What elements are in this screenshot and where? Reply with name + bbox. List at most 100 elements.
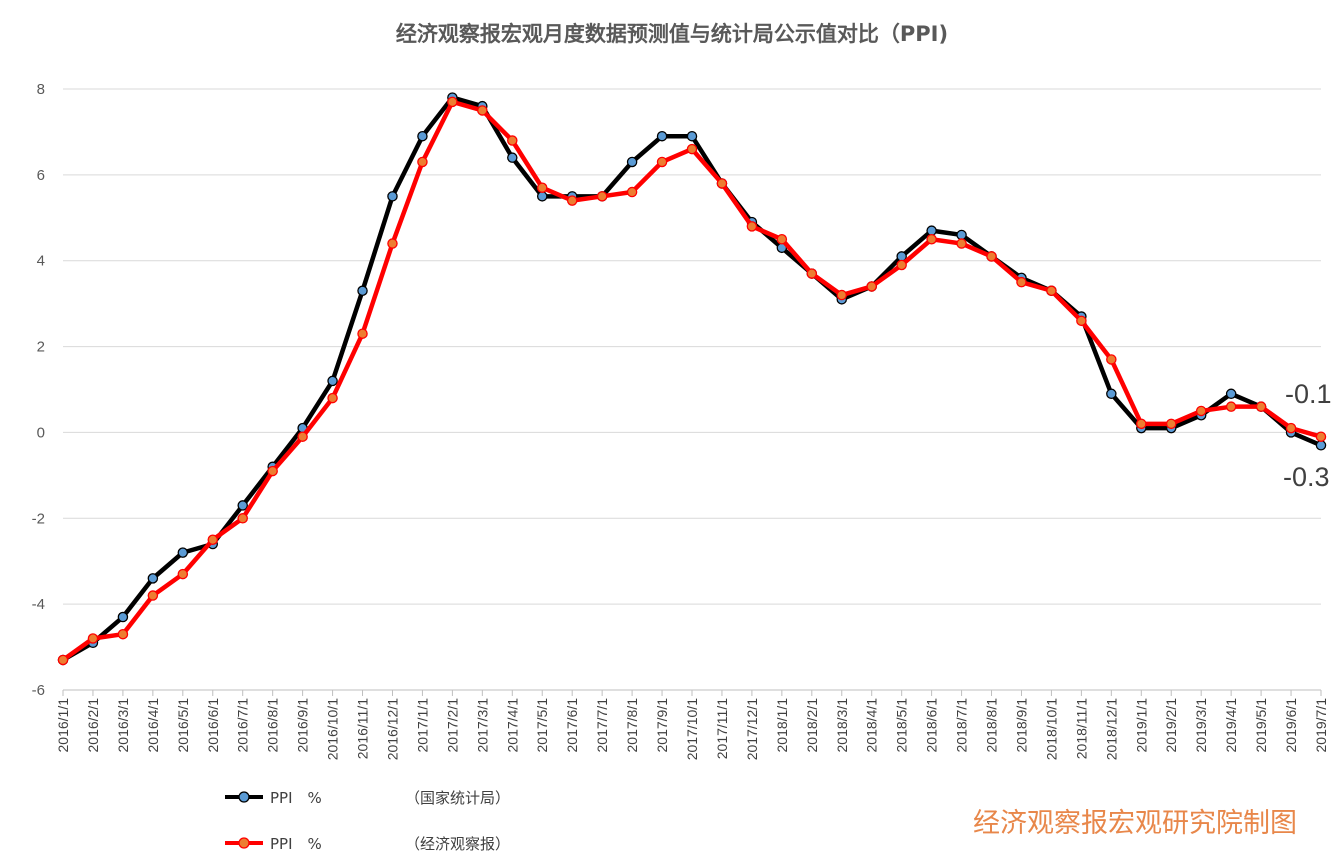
y-tick-label: 6 (37, 167, 45, 184)
data-point (57, 654, 69, 666)
data-point (117, 611, 129, 623)
x-tick-label: 2017/6/1 (564, 698, 580, 753)
data-point (1225, 388, 1237, 400)
x-tick-label: 2018/6/1 (924, 698, 940, 753)
y-tick-label: -4 (32, 596, 45, 613)
data-point (1106, 388, 1117, 400)
x-tick-label: 2016/7/1 (235, 698, 251, 753)
x-tick-label: 2016/1/1 (55, 698, 71, 753)
y-axis-tick-labels: -6 -4 -2 0 2 4 6 8 (32, 81, 45, 699)
data-point (267, 465, 278, 477)
data-point (536, 182, 548, 193)
data-point (237, 500, 248, 511)
data-point (327, 375, 338, 387)
x-tick-label: 2019/6/1 (1283, 698, 1299, 753)
data-point (1315, 440, 1327, 451)
x-tick-label: 2016/2/1 (85, 698, 101, 753)
x-tick-label: 2016/8/1 (265, 698, 281, 753)
x-tick-label: 2017/1/1 (414, 698, 430, 753)
y-tick-label: -2 (32, 510, 45, 527)
legend-label-forecast: PPI % (270, 835, 322, 853)
data-point (1165, 418, 1177, 430)
data-point (926, 225, 937, 236)
data-point (417, 130, 428, 142)
data-point (387, 191, 398, 202)
data-point (327, 392, 338, 404)
x-tick-label: 2019/2/1 (1163, 698, 1179, 753)
legend-source-official: （国家统计局） (405, 789, 510, 807)
legend: PPI % （国家统计局） PPI % （经济观察报） (225, 789, 510, 853)
annotation-last-value-official: -0.3 (1283, 462, 1330, 492)
data-point (147, 573, 159, 584)
x-tick-label: 2018/7/1 (954, 698, 970, 753)
x-tick-label: 2018/9/1 (1013, 698, 1029, 753)
legend-marker-forecast (238, 837, 250, 849)
x-tick-label: 2016/12/1 (384, 698, 400, 760)
x-tick-label: 2018/11/1 (1073, 698, 1089, 759)
data-point (686, 130, 698, 142)
x-tick-label: 2017/9/1 (654, 698, 670, 753)
chart-title: 经济观察报宏观月度数据预测值与统计局公示值对比（PPI) (396, 22, 948, 46)
data-point (1255, 401, 1267, 412)
watermark: 经济观察报宏观研究院制图 (973, 808, 1297, 839)
data-point (1136, 418, 1147, 430)
x-tick-label: 2018/12/1 (1103, 698, 1119, 760)
data-point (447, 96, 458, 108)
x-tick-label: 2017/7/1 (594, 698, 610, 753)
data-point (477, 105, 488, 116)
data-point (87, 633, 99, 644)
gridlines (63, 88, 1321, 605)
data-point (836, 289, 848, 301)
x-tick-label: 2017/10/1 (684, 698, 700, 760)
data-point (656, 130, 668, 142)
data-point (417, 156, 428, 168)
data-point (776, 233, 788, 245)
data-point (596, 191, 608, 202)
legend-source-forecast: （经济观察报） (405, 835, 510, 853)
data-point (387, 238, 398, 249)
x-tick-label: 2017/2/1 (444, 698, 460, 753)
data-point (716, 178, 728, 189)
y-tick-label: 0 (37, 424, 45, 441)
x-axis: 2016/1/1 2016/2/1 2016/3/1 2016/4/1 2016/5/1… (55, 689, 1329, 760)
x-tick-label: 2017/5/1 (534, 698, 550, 753)
data-point (686, 143, 698, 155)
x-tick-label: 2018/3/1 (834, 698, 850, 753)
data-point (746, 221, 758, 232)
legend-item-forecast: PPI % （经济观察报） (225, 835, 510, 853)
data-point (626, 156, 638, 168)
data-point (806, 268, 818, 279)
data-point (507, 152, 518, 163)
x-tick-label: 2017/4/1 (504, 698, 520, 753)
legend-marker-official (238, 791, 250, 803)
series-lines (57, 92, 1327, 666)
y-tick-label: -6 (32, 682, 45, 699)
data-point (357, 285, 368, 297)
y-tick-label: 4 (37, 253, 45, 270)
data-point (357, 328, 368, 339)
x-tick-label: 2019/4/1 (1223, 698, 1239, 753)
x-tick-label: 2016/6/1 (205, 698, 221, 753)
x-tick-label: 2016/9/1 (295, 698, 311, 753)
x-tick-label: 2016/5/1 (175, 698, 191, 753)
data-point (1315, 431, 1327, 442)
legend-item-official: PPI % （国家统计局） (225, 789, 510, 807)
data-point (956, 229, 967, 241)
x-tick-label: 2017/12/1 (744, 698, 760, 760)
data-point (207, 534, 219, 546)
series-forecast (57, 96, 1327, 666)
data-point (926, 233, 937, 245)
x-tick-label: 2018/4/1 (864, 698, 880, 753)
x-tick-label: 2018/2/1 (804, 698, 820, 753)
x-tick-label: 2019/1/1 (1133, 698, 1149, 753)
data-point (986, 251, 997, 262)
data-point (566, 195, 578, 206)
data-point (626, 186, 638, 198)
x-tick-label: 2016/10/1 (325, 698, 341, 760)
data-point (1195, 405, 1207, 417)
data-point (1225, 401, 1237, 412)
x-tick-label: 2018/1/1 (774, 698, 790, 753)
data-point (1016, 276, 1027, 288)
